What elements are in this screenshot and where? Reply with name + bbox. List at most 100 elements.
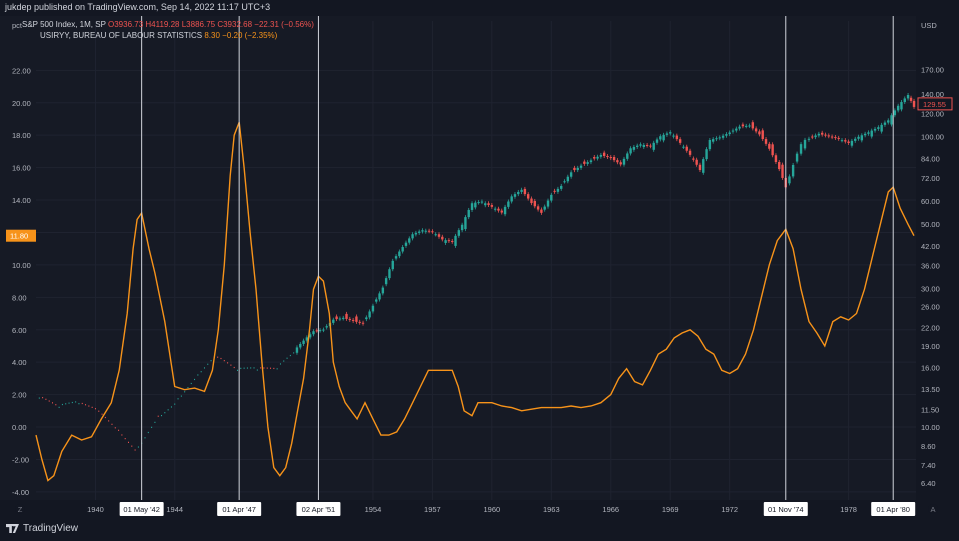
sp500-value-badge [917,97,953,111]
z-button[interactable] [15,504,25,514]
sp500-candle [318,330,322,332]
sp500-candle [246,367,248,369]
sp500-candle [384,278,388,285]
sp500-candle [803,139,807,149]
sp500-candle [127,441,129,443]
sp500-candle [583,161,586,164]
marker-date-badge [119,502,164,516]
sp500-candle [609,157,612,159]
z-button-label: Z [18,505,23,514]
legend-sp500-change: −22.31 (−0.56%) [254,20,314,29]
sp500-candle [735,128,738,131]
sp500-candle [351,319,355,321]
sp500-candle [161,414,163,417]
sp500-candle [411,234,414,239]
tradingview-logo[interactable]: TradingView [6,523,78,534]
sp500-candle [596,156,599,159]
sp500-candle [345,313,348,319]
sp500-candle [702,159,705,173]
chart-panel[interactable]: -4.00-2.000.002.004.006.008.0010.0012.00… [0,16,959,518]
sp500-candle [266,367,268,369]
sp500-candle [579,165,583,168]
sp500-candle [824,134,827,136]
chart-svg[interactable]: -4.00-2.000.002.004.006.008.0010.0012.00… [0,16,959,518]
sp500-candle [883,122,887,125]
right-axis-tick-label: 30.00 [921,284,940,293]
sp500-candle [725,134,728,136]
sp500-candle [563,181,566,183]
x-axis-tick-label: 1940 [87,505,104,514]
sp500-candle [675,135,679,140]
sp500-candle [569,172,573,177]
sp500-candle [48,400,50,402]
sp500-candle [639,144,642,146]
sp500-candle [184,391,186,393]
legend-sp500-high: H4119.28 [145,20,180,29]
sp500-candle [857,136,860,139]
sp500-candle [612,157,616,161]
sp500-candle [649,145,652,147]
right-axis-tick-label: 11.50 [921,405,939,414]
sp500-candle [401,247,404,252]
sp500-candle [398,251,401,257]
right-axis-unit-label: USD [921,21,937,30]
sp500-candle [652,142,655,150]
sp500-candle [692,158,695,160]
right-axis-tick-label: 13.50 [921,385,940,394]
sp500-candle [312,331,315,335]
sp500-candle [180,395,182,397]
sp500-candle [210,360,212,362]
x-axis-tick-label: 1963 [543,505,560,514]
sp500-candle [302,340,305,344]
x-axis-tick-label: 1969 [662,505,679,514]
sp500-candle [593,157,596,159]
sp500-candle [325,326,328,328]
sp500-candle [108,420,110,422]
sp500-candle [144,437,146,439]
sp500-candle [811,136,814,138]
sp500-candle [137,446,139,448]
right-axis-tick-label: 42.00 [921,242,940,251]
sp500-candle [553,190,556,192]
sp500-candle [276,368,278,370]
sp500-candle [799,144,803,154]
sp500-candle [513,194,517,197]
sp500-candle [721,135,725,138]
sp500-candle [315,330,318,332]
sp500-candle [157,415,159,417]
left-axis-tick-label: 18.00 [12,131,31,140]
sp500-candle [573,167,576,171]
sp500-candle [308,334,312,338]
sp500-candle [227,362,229,364]
sp500-candle [203,367,205,369]
sp500-candle [391,260,394,270]
sp500-candle [887,120,890,123]
sp500-candle [688,150,692,155]
right-axis-tick-label: 22.00 [921,323,940,332]
sp500-candle [104,416,106,419]
sp500-candle [194,378,196,381]
sp500-candle [154,421,156,423]
tradingview-logo-text: TradingView [23,523,79,534]
sp500-candle [510,196,513,202]
sp500-candle [71,401,73,404]
sp500-candle [94,408,96,410]
footer: TradingView [0,518,959,541]
sp500-candle [200,371,202,373]
sp500-candle [121,434,123,436]
sp500-candle [441,236,444,240]
sp500-candle [85,404,87,406]
sp500-candle [431,231,434,233]
sp500-candle [560,185,563,189]
x-axis-tick-label: 1966 [602,505,619,514]
sp500-candle [58,406,60,408]
sp500-candle [348,318,352,320]
sp500-candle [55,404,57,406]
left-axis-tick-label: 6.00 [12,326,27,335]
sp500-candle [900,102,903,110]
right-axis-tick-label: 170.00 [921,66,944,75]
sp500-candle [619,162,622,165]
a-button[interactable] [928,504,938,514]
sp500-candle [342,317,345,319]
sp500-candle [543,206,546,210]
